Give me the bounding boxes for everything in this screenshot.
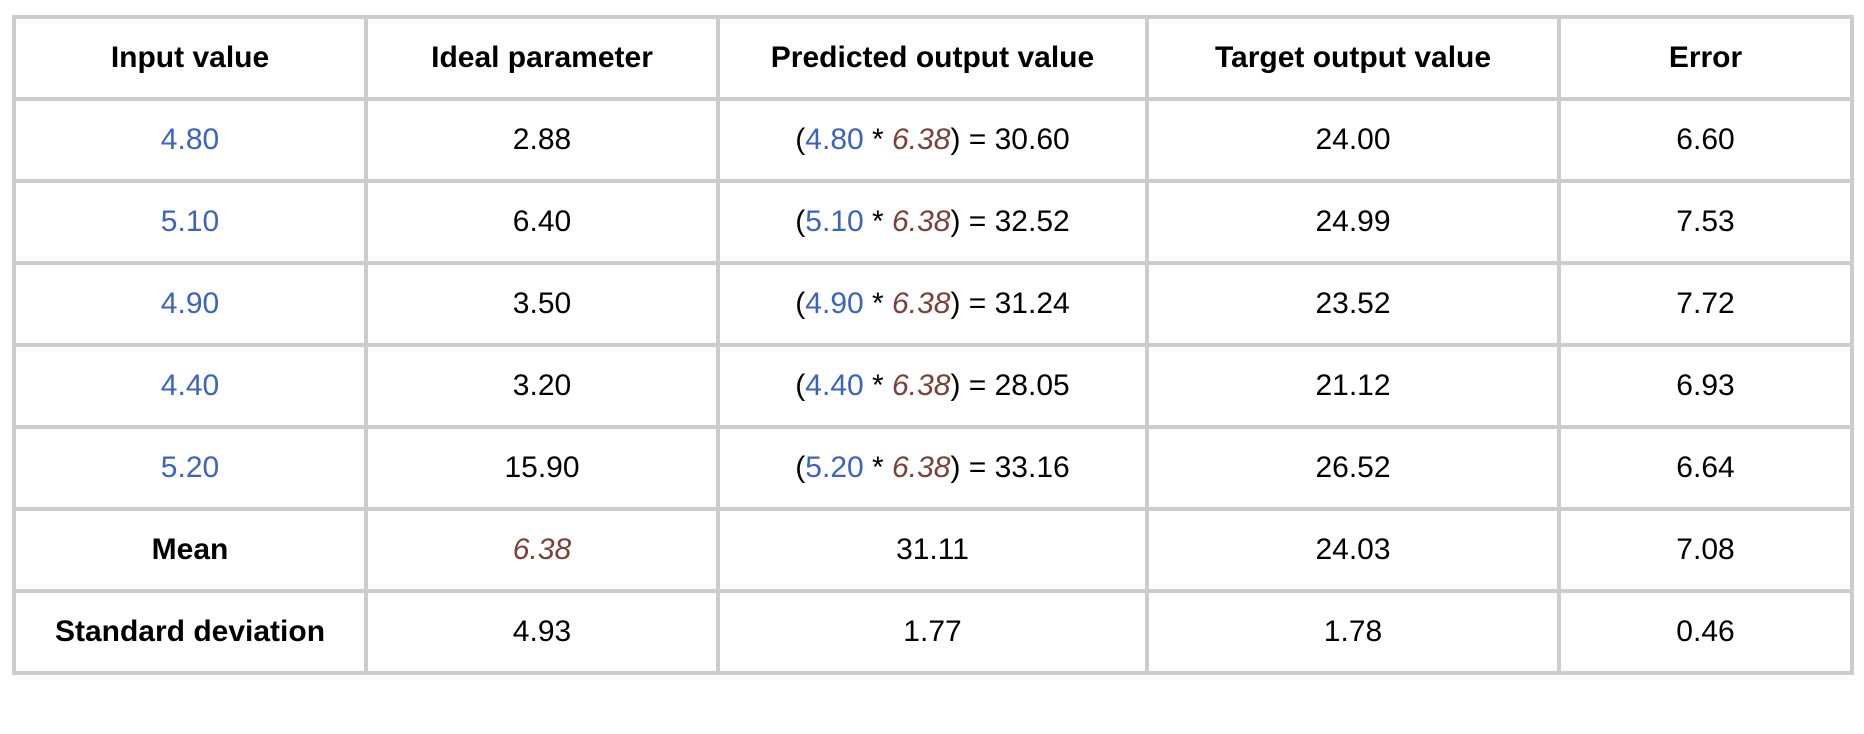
- header-predicted-output-value: Predicted output value: [716, 15, 1149, 101]
- formula-input: 5.10: [805, 205, 864, 238]
- error-cell: 6.64: [1557, 425, 1854, 511]
- table-row: 4.90 3.50 (4.90 * 6.38) = 31.24 23.52 7.…: [12, 261, 1854, 347]
- formula-result: 28.05: [994, 369, 1070, 402]
- ideal-parameter-cell: 15.90: [364, 425, 720, 511]
- target-output-cell: 24.99: [1145, 179, 1561, 265]
- ideal-parameter-cell: 3.20: [364, 343, 720, 429]
- input-value-cell: 5.10: [12, 179, 368, 265]
- error-cell: 7.72: [1557, 261, 1854, 347]
- mean-target-output: 24.03: [1145, 507, 1561, 593]
- formula-input: 4.40: [805, 369, 864, 402]
- formula-parameter: 6.38: [892, 451, 951, 484]
- target-output-cell: 24.00: [1145, 97, 1561, 183]
- formula-parameter: 6.38: [892, 287, 951, 320]
- mean-label: Mean: [12, 507, 368, 593]
- std-predicted-output: 1.77: [716, 589, 1149, 675]
- formula-result: 30.60: [994, 123, 1070, 156]
- ideal-parameter-cell: 2.88: [364, 97, 720, 183]
- predicted-output-cell: (4.80 * 6.38) = 30.60: [716, 97, 1149, 183]
- error-cell: 6.93: [1557, 343, 1854, 429]
- formula-result: 31.24: [994, 287, 1070, 320]
- results-table: Input value Ideal parameter Predicted ou…: [12, 15, 1854, 675]
- formula-parameter: 6.38: [892, 369, 951, 402]
- header-input-value: Input value: [12, 15, 368, 101]
- table-row: 5.10 6.40 (5.10 * 6.38) = 32.52 24.99 7.…: [12, 179, 1854, 265]
- predicted-output-cell: (4.40 * 6.38) = 28.05: [716, 343, 1149, 429]
- input-value-cell: 4.40: [12, 343, 368, 429]
- formula-result: 33.16: [994, 451, 1070, 484]
- formula-input: 4.90: [805, 287, 864, 320]
- target-output-cell: 23.52: [1145, 261, 1561, 347]
- formula-input: 5.20: [805, 451, 864, 484]
- table-row: 4.40 3.20 (4.40 * 6.38) = 28.05 21.12 6.…: [12, 343, 1854, 429]
- std-target-output: 1.78: [1145, 589, 1561, 675]
- input-value-cell: 5.20: [12, 425, 368, 511]
- ideal-parameter-cell: 3.50: [364, 261, 720, 347]
- std-ideal-parameter: 4.93: [364, 589, 720, 675]
- mean-row: Mean 6.38 31.11 24.03 7.08: [12, 507, 1854, 593]
- mean-ideal-parameter: 6.38: [364, 507, 720, 593]
- predicted-output-cell: (5.10 * 6.38) = 32.52: [716, 179, 1149, 265]
- ideal-parameter-cell: 6.40: [364, 179, 720, 265]
- header-error: Error: [1557, 15, 1854, 101]
- header-target-output-value: Target output value: [1145, 15, 1561, 101]
- error-cell: 6.60: [1557, 97, 1854, 183]
- header-ideal-parameter: Ideal parameter: [364, 15, 720, 101]
- header-row: Input value Ideal parameter Predicted ou…: [12, 15, 1854, 101]
- std-error: 0.46: [1557, 589, 1854, 675]
- formula-parameter: 6.38: [892, 123, 951, 156]
- target-output-cell: 26.52: [1145, 425, 1561, 511]
- formula-input: 4.80: [805, 123, 864, 156]
- table-row: 5.20 15.90 (5.20 * 6.38) = 33.16 26.52 6…: [12, 425, 1854, 511]
- input-value-cell: 4.90: [12, 261, 368, 347]
- std-label: Standard deviation: [12, 589, 368, 675]
- std-row: Standard deviation 4.93 1.77 1.78 0.46: [12, 589, 1854, 675]
- table-row: 4.80 2.88 (4.80 * 6.38) = 30.60 24.00 6.…: [12, 97, 1854, 183]
- mean-error: 7.08: [1557, 507, 1854, 593]
- error-cell: 7.53: [1557, 179, 1854, 265]
- input-value-cell: 4.80: [12, 97, 368, 183]
- predicted-output-cell: (5.20 * 6.38) = 33.16: [716, 425, 1149, 511]
- predicted-output-cell: (4.90 * 6.38) = 31.24: [716, 261, 1149, 347]
- formula-result: 32.52: [994, 205, 1070, 238]
- formula-parameter: 6.38: [892, 205, 951, 238]
- target-output-cell: 21.12: [1145, 343, 1561, 429]
- mean-predicted-output: 31.11: [716, 507, 1149, 593]
